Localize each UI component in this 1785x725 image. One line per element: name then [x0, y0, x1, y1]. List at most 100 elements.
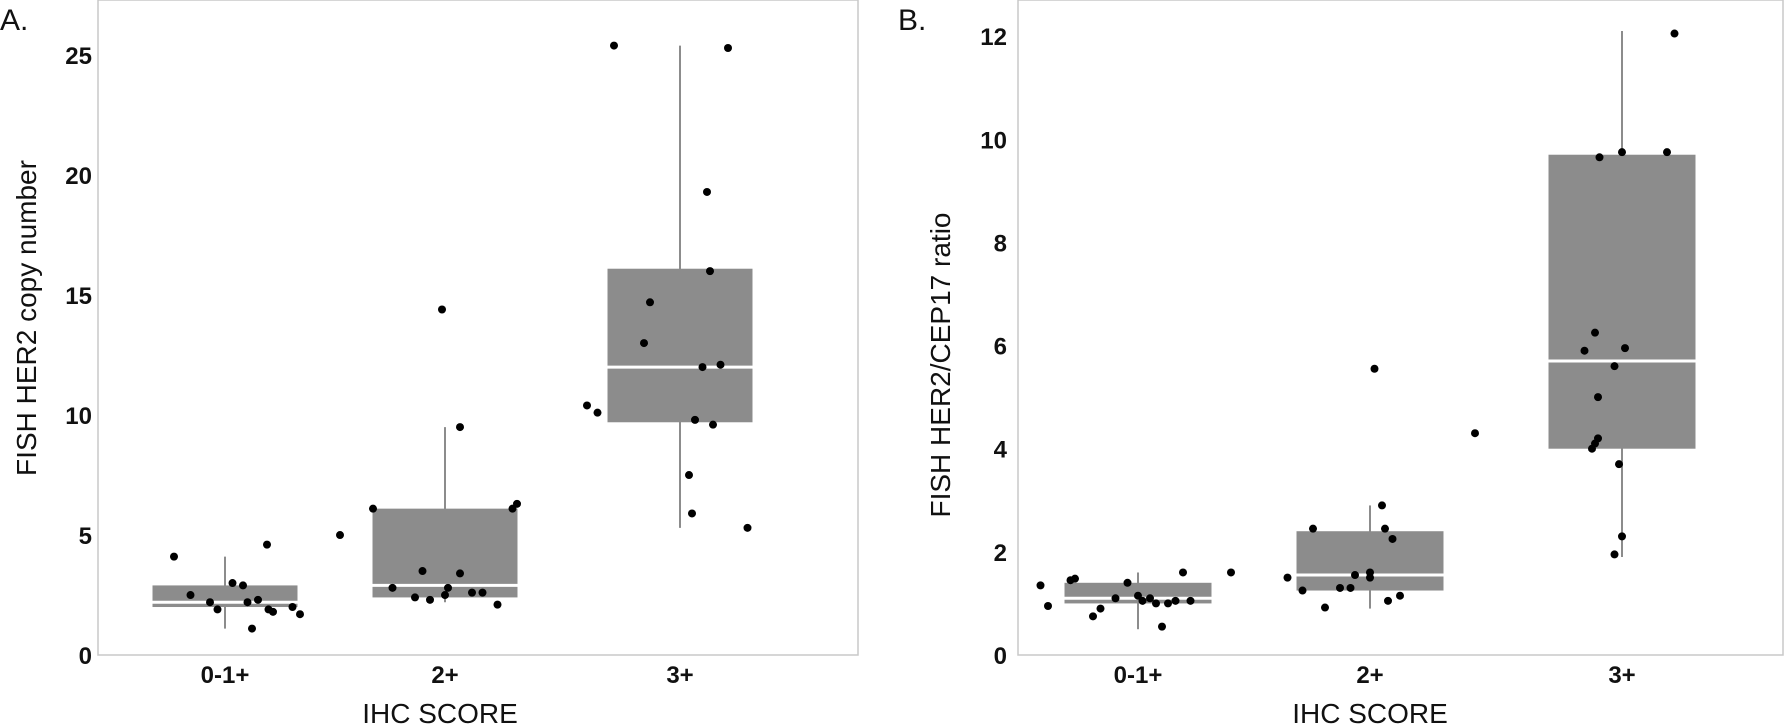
data-point [170, 552, 178, 561]
data-point [1283, 573, 1292, 582]
data-point [1134, 591, 1142, 600]
y-tick-label: 6 [994, 334, 1007, 361]
data-point [703, 187, 711, 196]
data-point [288, 603, 297, 612]
data-point [1321, 603, 1329, 612]
y-tick-label: 15 [65, 283, 92, 310]
data-point [243, 598, 252, 607]
data-point [1580, 346, 1589, 355]
y-tick-label: 0 [79, 643, 92, 670]
data-point [743, 523, 752, 532]
data-point [709, 420, 717, 429]
y-tick-label: 20 [65, 163, 92, 190]
panel-b-plot-area [1017, 0, 1784, 656]
data-point [1138, 596, 1147, 605]
data-point [1370, 364, 1379, 373]
data-point [411, 593, 419, 602]
data-point [263, 540, 271, 549]
data-point [685, 471, 693, 480]
data-point [369, 504, 377, 513]
data-point [1036, 581, 1045, 590]
data-point [296, 610, 304, 619]
data-point [1186, 596, 1195, 605]
data-point [1388, 534, 1397, 543]
data-point [228, 579, 237, 588]
data-point [1152, 599, 1160, 608]
data-point [1179, 568, 1187, 577]
panel-b-y-tick-labels: 0 2 4 6 8 10 12 [980, 24, 1007, 670]
box [1548, 154, 1696, 449]
y-tick-label: 10 [980, 127, 1007, 154]
panel-b-x-tick-labels: 0-1+ 2+ 3+ [1114, 662, 1636, 689]
data-point [239, 581, 247, 590]
y-tick-label: 0 [994, 643, 1007, 670]
data-point [418, 567, 427, 576]
data-point [1366, 568, 1374, 577]
data-point [1096, 604, 1105, 613]
data-point [1071, 574, 1079, 583]
box [152, 585, 298, 608]
data-point [1089, 612, 1097, 621]
panel-b-y-axis-title: FISH HER2/CEP17 ratio [925, 213, 956, 518]
data-point [1594, 393, 1602, 402]
data-point [1595, 153, 1604, 162]
data-point [1346, 583, 1355, 592]
data-point [444, 583, 452, 592]
data-point [1044, 602, 1052, 611]
y-tick-label: 10 [65, 403, 92, 430]
data-point [724, 43, 732, 52]
panel-b-label: B. [898, 4, 926, 37]
data-point [640, 339, 648, 348]
data-point [1146, 594, 1154, 603]
panel-b-x-axis-title: IHC SCORE [1292, 698, 1448, 725]
data-point [1615, 460, 1623, 469]
data-point [698, 363, 707, 372]
data-point [1618, 532, 1626, 541]
data-point [456, 423, 464, 432]
data-point [1158, 622, 1166, 631]
panel-a-y-axis-title: FISH HER2 copy number [11, 160, 42, 476]
panel-a-x-axis-title: IHC SCORE [362, 698, 518, 725]
data-point [441, 591, 449, 600]
data-point [206, 598, 214, 607]
y-tick-label: 4 [994, 437, 1008, 464]
y-tick-label: 8 [994, 230, 1007, 257]
y-tick-label: 2 [994, 540, 1007, 567]
data-point [186, 591, 195, 600]
data-point [1618, 148, 1626, 157]
panel-a-x-tick-labels: 0-1+ 2+ 3+ [201, 662, 694, 689]
panel-a-plot-area [97, 0, 859, 656]
data-point [1378, 501, 1386, 510]
data-point [610, 41, 618, 50]
x-tick-label: 2+ [431, 662, 458, 689]
data-point [336, 531, 344, 540]
data-point [706, 267, 714, 276]
y-tick-label: 5 [79, 523, 92, 550]
data-point [213, 605, 222, 614]
data-point [513, 499, 521, 508]
data-point [1351, 571, 1359, 580]
data-point [269, 607, 277, 616]
y-tick-label: 25 [65, 43, 92, 70]
data-point [456, 569, 464, 578]
data-point [691, 415, 699, 424]
data-point [1621, 344, 1629, 353]
x-tick-label: 0-1+ [1114, 662, 1163, 689]
data-point [438, 305, 446, 314]
y-tick-label: 12 [980, 24, 1007, 51]
data-point [1396, 591, 1404, 600]
x-tick-label: 0-1+ [201, 662, 250, 689]
data-point [426, 595, 434, 604]
data-point [646, 298, 654, 307]
data-point [1663, 148, 1671, 157]
data-point [1227, 568, 1235, 577]
data-point [1123, 578, 1132, 587]
data-point [1591, 328, 1599, 337]
data-point [688, 509, 696, 518]
data-point [254, 595, 262, 604]
panel-a: A. 0 5 10 15 20 25 0-1+ 2+ 3+ IHC SCORE FISH HE… [0, 0, 859, 725]
data-point [1610, 362, 1619, 371]
data-point [1670, 29, 1679, 38]
data-point [1309, 524, 1317, 533]
